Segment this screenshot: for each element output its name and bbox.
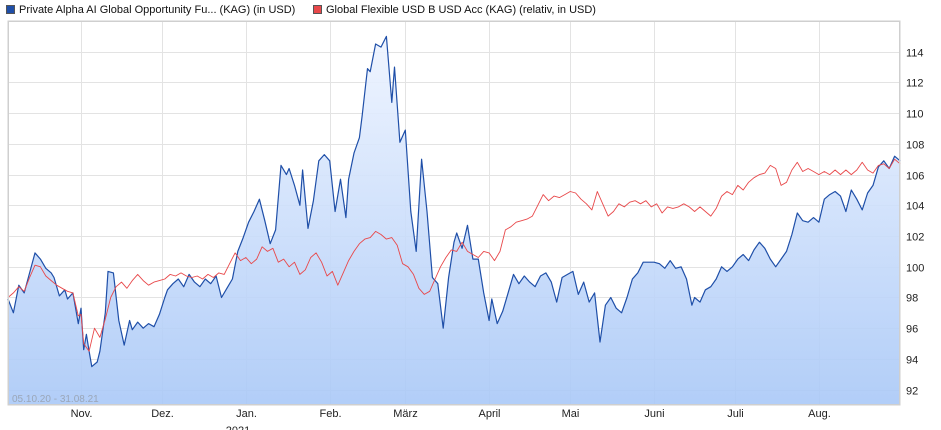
x-tick-label: Juni [644, 408, 664, 420]
legend-item-global-flexible[interactable]: Global Flexible USD B USD Acc (KAG) (rel… [313, 4, 596, 16]
y-tick-label-114: 114 [906, 48, 924, 60]
legend-swatch-private-alpha [6, 5, 15, 14]
x-tick-label: Aug. [808, 408, 831, 420]
x-tick-label: Dez. [151, 408, 174, 420]
year-label: 2021 [226, 425, 250, 430]
y-tick-label-96: 96 [906, 324, 918, 336]
y-tick-label-102: 102 [906, 232, 924, 244]
y-tick-label-98: 98 [906, 293, 918, 305]
legend-label-private-alpha: Private Alpha AI Global Opportunity Fu..… [19, 4, 296, 16]
y-tick-label-100: 100 [906, 263, 924, 275]
x-tick-label: Feb. [319, 408, 341, 420]
y-tick-label-92: 92 [906, 386, 918, 398]
series-area-0 [8, 36, 900, 406]
x-tick-label: Mai [562, 408, 580, 420]
chart-legend: Private Alpha AI Global Opportunity Fu..… [0, 0, 941, 22]
x-tick-label: Nov. [71, 408, 93, 420]
x-tick-label: April [478, 408, 500, 420]
date-range-label: 05.10.20 - 31.08.21 [12, 394, 99, 405]
plot-frame [8, 21, 900, 405]
y-tick-label-108: 108 [906, 140, 924, 152]
y-tick-label-94: 94 [906, 355, 918, 367]
y-tick-label-112: 112 [906, 78, 924, 90]
legend-label-global-flexible: Global Flexible USD B USD Acc (KAG) (rel… [326, 4, 596, 16]
y-tick-label-110: 110 [906, 109, 924, 121]
x-tick-label: Jan. [236, 408, 257, 420]
x-tick-label: März [393, 408, 417, 420]
legend-item-private-alpha[interactable]: Private Alpha AI Global Opportunity Fu..… [6, 4, 295, 16]
series-line-global-flexible [7, 158, 901, 352]
series-line-private-alpha [7, 35, 901, 368]
x-tick-label: Juli [727, 408, 744, 420]
legend-swatch-global-flexible [313, 5, 322, 14]
y-tick-label-106: 106 [906, 171, 924, 183]
y-tick-label-104: 104 [906, 201, 924, 213]
